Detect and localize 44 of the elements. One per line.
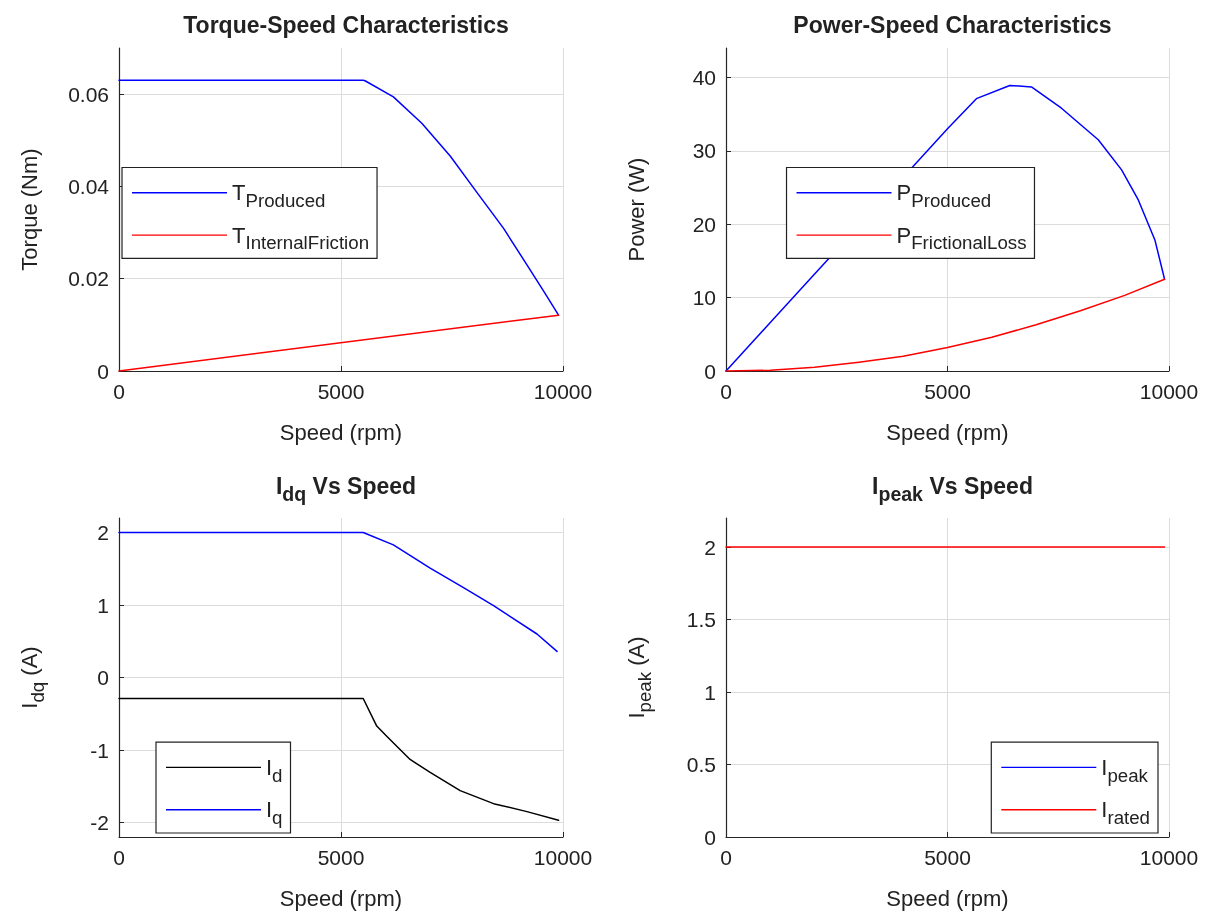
x-tick-label: 0 xyxy=(113,380,125,403)
y-axis-title: Ipeak (A) xyxy=(623,636,655,719)
x-tick-label: 0 xyxy=(720,846,732,869)
x-tick-label: 5000 xyxy=(924,380,971,403)
y-tick-label: 2 xyxy=(704,535,716,559)
y-tick-label: 0 xyxy=(97,666,109,689)
x-axis-title: Speed (rpm) xyxy=(886,886,1009,912)
x-tick-label: 5000 xyxy=(317,380,365,403)
y-tick-label: 1 xyxy=(97,593,109,617)
y-axis-title: Idq (A) xyxy=(16,646,48,709)
y-tick-label: 10 xyxy=(692,286,716,310)
x-axis-title: Speed (rpm) xyxy=(279,886,403,912)
y-tick-label: 2 xyxy=(97,521,109,544)
y-tick-label: 40 xyxy=(692,65,716,89)
y-axis-title: Torque (Nm) xyxy=(16,148,42,271)
y-tick-label: 0 xyxy=(704,359,716,383)
line-series xyxy=(118,531,558,653)
x-tick-label: 0 xyxy=(113,846,125,869)
x-tick-label: 5000 xyxy=(924,846,971,869)
line-series xyxy=(725,278,1166,372)
line-series xyxy=(118,79,560,316)
x-tick-label: 10000 xyxy=(533,380,593,403)
x-tick-label: 5000 xyxy=(317,846,365,869)
y-tick-label: 20 xyxy=(692,212,716,236)
y-axis-title: Power (W) xyxy=(623,157,649,262)
y-tick-label: 1 xyxy=(704,680,716,704)
y-tick-label: 0.04 xyxy=(68,174,110,198)
chart-title: Torque-Speed Characteristics xyxy=(183,12,509,39)
y-tick-label: 0.5 xyxy=(686,753,716,776)
chart-title: Power-Speed Characteristics xyxy=(793,12,1112,39)
y-tick-label: -1 xyxy=(90,738,109,762)
x-axis-title: Speed (rpm) xyxy=(279,420,403,446)
y-tick-label: 0 xyxy=(97,359,109,383)
y-tick-label: 0 xyxy=(704,825,716,849)
x-tick-label: 10000 xyxy=(1139,380,1199,403)
x-tick-label: 10000 xyxy=(1139,846,1199,869)
y-tick-label: 1.5 xyxy=(686,608,716,631)
y-tick-label: 30 xyxy=(692,139,716,163)
x-axis-title: Speed (rpm) xyxy=(886,420,1009,446)
y-tick-label: 0.06 xyxy=(68,82,109,106)
y-tick-label: 0.02 xyxy=(68,267,109,291)
x-tick-label: 0 xyxy=(720,380,732,403)
x-tick-label: 10000 xyxy=(533,846,593,869)
y-tick-label: -2 xyxy=(90,811,109,834)
